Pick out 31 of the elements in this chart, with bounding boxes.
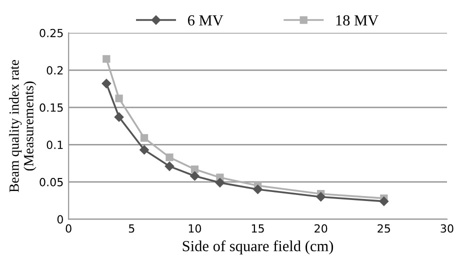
x-axis-title: Side of square field (cm) [182,240,334,254]
point [190,165,199,174]
y-tick-label: 0.2 [46,66,63,75]
y-tick-label: 0.1 [46,140,63,150]
legend-label: 6 MV [188,15,224,26]
point [102,78,112,88]
point [140,145,149,155]
point [164,162,174,171]
y-tick-label: 0.15 [40,103,63,112]
point [190,171,200,181]
y-axis-title: Beam quality index rate (Measurements) [9,60,36,192]
legend-label: 18 MV [336,15,378,26]
point [316,192,326,202]
y-tick-label: 0 [57,215,63,224]
point [253,184,262,194]
x-tick-label: 30 [440,224,454,233]
y-tick-label: 0.25 [40,28,63,38]
point [215,178,225,188]
point [166,154,174,162]
point [114,112,124,122]
x-tick-label: 20 [314,224,328,233]
point [102,55,110,63]
point [115,94,123,102]
point [379,196,389,206]
y-tick-label: 0.05 [40,178,63,186]
x-tick-label: 25 [378,224,390,233]
x-tick-label: 10 [188,224,202,233]
x-tick-label: 15 [252,224,264,233]
x-tick-label: 5 [128,224,134,233]
point [140,134,148,142]
x-tick-label: 0 [66,224,72,233]
